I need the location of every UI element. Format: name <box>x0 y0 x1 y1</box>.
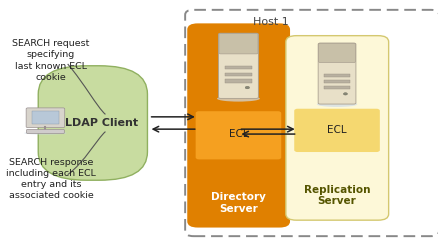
FancyBboxPatch shape <box>38 66 147 180</box>
Ellipse shape <box>316 101 357 107</box>
FancyBboxPatch shape <box>324 86 349 89</box>
FancyBboxPatch shape <box>285 36 388 220</box>
Text: SEARCH request
specifying
last known ECL
cookie: SEARCH request specifying last known ECL… <box>12 39 89 82</box>
Ellipse shape <box>24 132 67 135</box>
FancyBboxPatch shape <box>224 66 251 69</box>
FancyBboxPatch shape <box>26 108 64 128</box>
Text: LDAP Client: LDAP Client <box>64 118 138 128</box>
FancyBboxPatch shape <box>318 43 355 62</box>
FancyBboxPatch shape <box>324 74 349 77</box>
FancyBboxPatch shape <box>218 33 258 98</box>
FancyBboxPatch shape <box>195 111 281 159</box>
Circle shape <box>343 93 346 95</box>
Text: ECL: ECL <box>228 129 247 139</box>
FancyBboxPatch shape <box>224 79 251 83</box>
FancyBboxPatch shape <box>185 10 438 236</box>
FancyBboxPatch shape <box>219 33 258 54</box>
Circle shape <box>245 86 249 89</box>
FancyBboxPatch shape <box>26 129 64 134</box>
Text: Directory
Server: Directory Server <box>211 192 265 214</box>
FancyBboxPatch shape <box>32 111 59 124</box>
FancyBboxPatch shape <box>187 23 290 228</box>
Text: Replication
Server: Replication Server <box>303 185 369 206</box>
Text: Host 1: Host 1 <box>253 17 288 27</box>
Ellipse shape <box>216 96 259 102</box>
Text: SEARCH response
including each ECL
entry and its
associated cookie: SEARCH response including each ECL entry… <box>6 158 95 200</box>
FancyBboxPatch shape <box>293 109 379 152</box>
Text: ECL: ECL <box>326 125 346 135</box>
FancyBboxPatch shape <box>224 73 251 76</box>
FancyBboxPatch shape <box>324 80 349 83</box>
FancyBboxPatch shape <box>318 43 355 104</box>
